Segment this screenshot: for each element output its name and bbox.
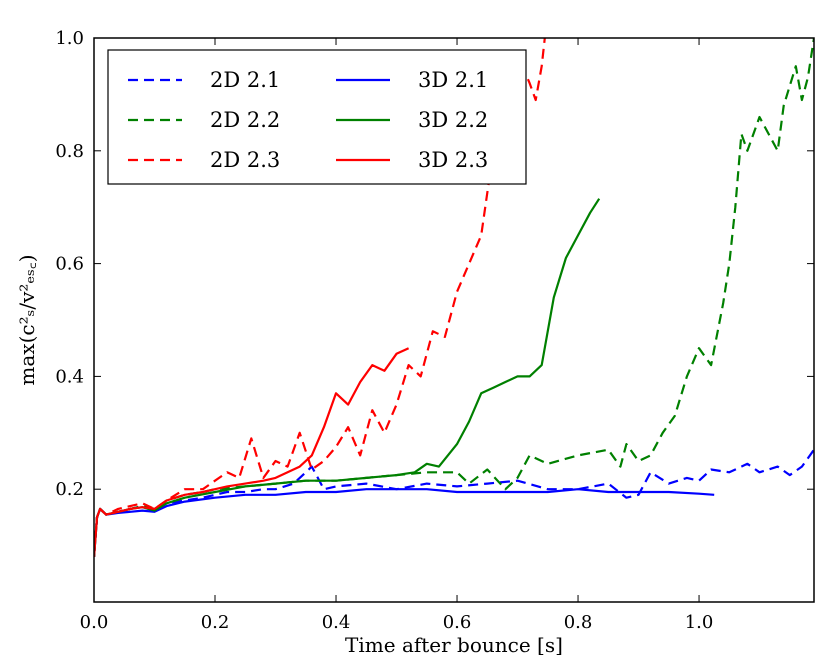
plot-frame	[93, 37, 815, 603]
legend-label: 2D 2.2	[210, 108, 280, 132]
y-axis-label: max(c²ₛ/v²ₑₛ꜀)	[15, 254, 39, 385]
series-line-2d-2-2	[94, 38, 814, 557]
legend-label: 2D 2.3	[210, 148, 280, 172]
series-line-3d-2-3	[94, 347, 410, 557]
legend-box	[107, 49, 527, 185]
legend-label: 2D 2.1	[210, 68, 280, 92]
y-tick-label: 1.0	[55, 28, 84, 49]
series-line-3d-2-2	[94, 198, 601, 557]
legend: 2D 2.1 2D 2.2 2D 2.3 3D 2.1 3D 2.2 3D 2.3	[107, 49, 527, 185]
x-tick-label: 0.4	[322, 612, 351, 633]
y-tick-label: 0.8	[55, 141, 84, 162]
x-tick-label: 0.0	[80, 612, 109, 633]
series-line-3d-2-1	[94, 488, 715, 557]
x-tick-label: 1.0	[685, 612, 714, 633]
x-tick-label: 0.6	[443, 612, 472, 633]
axis-ticks: 0.0 0.2 0.4 0.6 0.8 1.0 0.2 0.4 0.6 0.8 1.0	[55, 28, 814, 633]
series-line-2d-2-1	[94, 449, 814, 557]
plot-lines	[94, 38, 814, 557]
x-tick-label: 0.2	[201, 612, 230, 633]
legend-label: 3D 2.2	[418, 108, 488, 132]
x-axis-label: Time after bounce [s]	[345, 633, 563, 657]
series-line-2d-2-3	[94, 38, 546, 557]
y-tick-label: 0.6	[55, 254, 84, 275]
x-tick-label: 0.8	[564, 612, 593, 633]
y-tick-label: 0.2	[55, 479, 84, 500]
legend-label: 3D 2.1	[418, 68, 488, 92]
legend-label: 3D 2.3	[418, 148, 488, 172]
y-tick-label: 0.4	[55, 366, 84, 387]
